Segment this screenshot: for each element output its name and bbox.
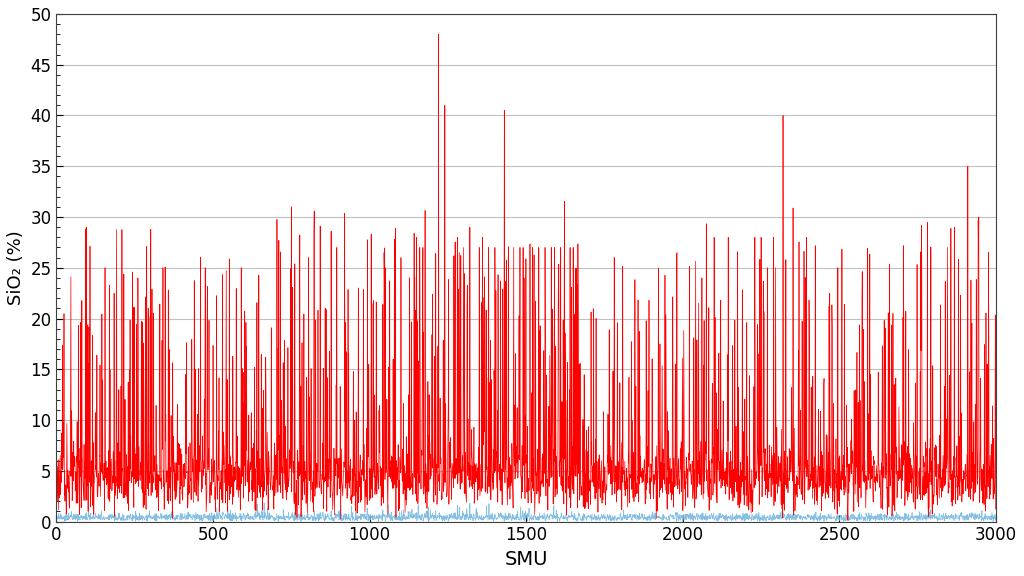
Y-axis label: SiO₂ (%): SiO₂ (%) [7, 230, 25, 305]
X-axis label: SMU: SMU [505, 550, 548, 569]
